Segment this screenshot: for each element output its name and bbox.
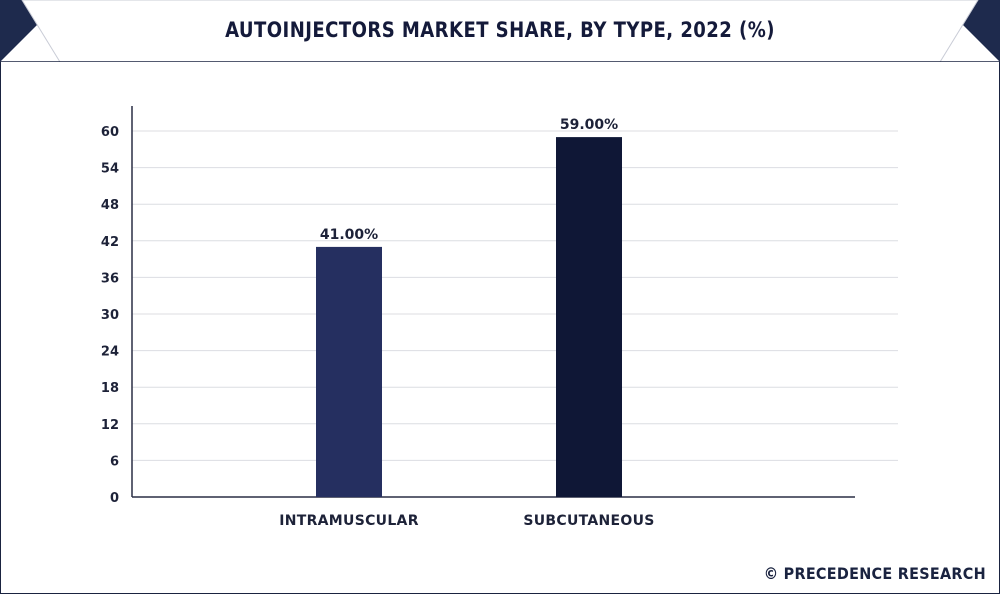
y-tick-label: 42 [101, 235, 119, 250]
y-tick-label: 18 [101, 381, 119, 396]
x-tick-label: SUBCUTANEOUS [523, 513, 654, 529]
banner-panel [21, 0, 979, 62]
copyright-notice: © PRECEDENCE RESEARCH [763, 564, 986, 583]
data-label: 41.00% [320, 227, 378, 243]
gridlines [132, 130, 898, 461]
banner-decoration [0, 0, 1000, 62]
bars: 41.00% 59.00% [316, 117, 622, 497]
x-axis-labels: INTRAMUSCULAR SUBCUTANEOUS [279, 513, 654, 529]
y-tick-label: 24 [101, 345, 119, 360]
data-label: 59.00% [560, 117, 618, 133]
title-banner: AUTOINJECTORS MARKET SHARE, BY TYPE, 202… [0, 0, 1000, 62]
y-tick-label: 54 [101, 162, 119, 177]
x-tick-label: INTRAMUSCULAR [279, 513, 419, 529]
chart-title: AUTOINJECTORS MARKET SHARE, BY TYPE, 202… [225, 18, 775, 42]
y-tick-label: 48 [101, 198, 119, 213]
bar-intramuscular [316, 246, 382, 497]
y-axis-ticks: 0 6 12 18 24 30 36 42 48 54 60 [101, 125, 119, 506]
y-tick-label: 6 [110, 454, 119, 469]
y-tick-label: 60 [101, 125, 119, 140]
y-tick-label: 12 [101, 418, 119, 433]
y-tick-label: 36 [101, 271, 119, 286]
y-tick-label: 30 [101, 308, 119, 323]
y-tick-label: 0 [110, 491, 119, 506]
bar-subcutaneous [556, 137, 622, 497]
